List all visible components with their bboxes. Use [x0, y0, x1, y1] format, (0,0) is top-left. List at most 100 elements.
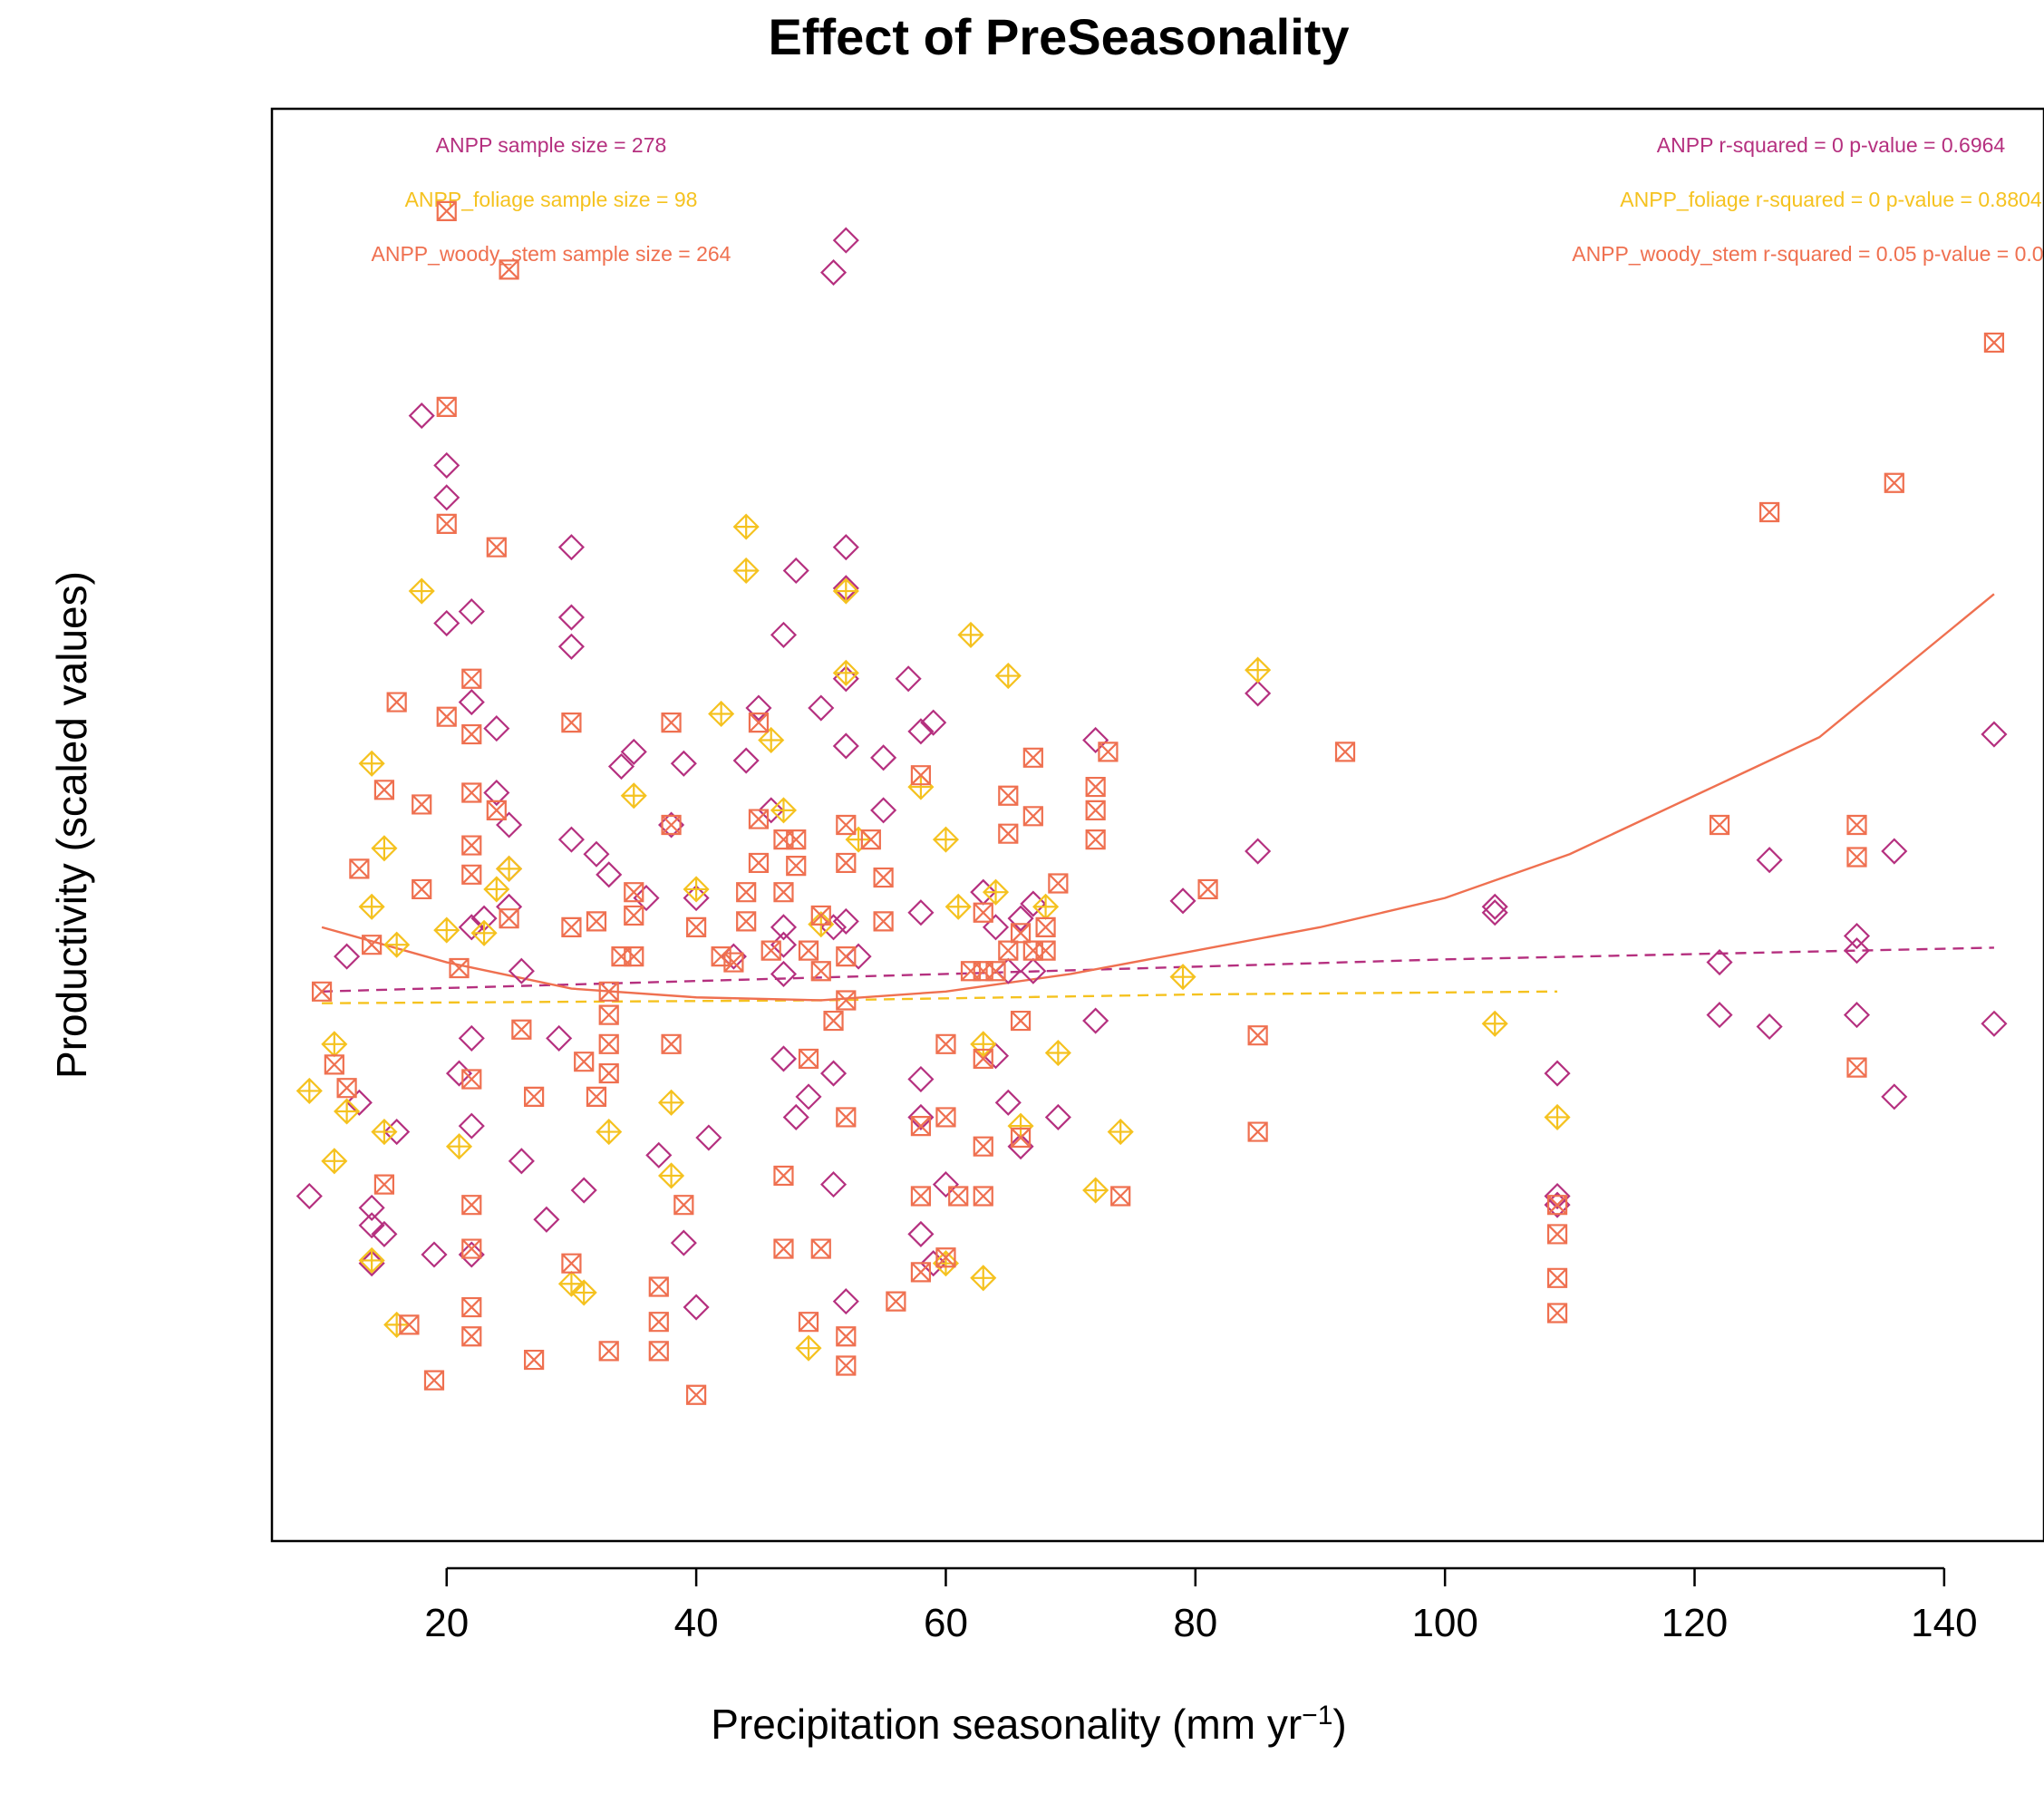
data-point [1846, 1057, 1867, 1078]
data-point [633, 885, 660, 912]
data-point [819, 1171, 848, 1198]
data-point [773, 1165, 794, 1187]
data-point [1706, 1002, 1733, 1029]
data-point [758, 797, 785, 824]
data-point [973, 1048, 993, 1070]
data-point [836, 1107, 857, 1128]
data-point [770, 960, 798, 988]
data-point [860, 829, 881, 850]
data-point [673, 1195, 694, 1216]
data-point [386, 692, 407, 713]
data-point [371, 835, 398, 862]
data-point [661, 1033, 682, 1054]
data-point [511, 1019, 532, 1040]
data-point [770, 931, 798, 958]
data-point [1048, 873, 1069, 894]
data-point [819, 914, 848, 941]
data-point [461, 864, 482, 885]
data-point [836, 1355, 857, 1376]
data-point [973, 902, 993, 923]
data-point [607, 752, 635, 780]
data-point [1035, 940, 1056, 961]
annotation-fit-stats: ANPP_woody_stem r-squared = 0.05 p-value… [1572, 242, 2044, 266]
data-point [598, 1341, 619, 1362]
data-point [658, 1089, 685, 1116]
data-point [810, 1238, 831, 1259]
data-point [508, 1148, 535, 1175]
data-point [1981, 1010, 2008, 1037]
data-point [1082, 1177, 1109, 1204]
data-point [362, 935, 383, 955]
data-point [661, 713, 682, 733]
data-point [624, 882, 644, 903]
x-tick-label: 120 [1661, 1601, 1728, 1645]
data-point [998, 785, 1019, 806]
data-point [832, 659, 859, 686]
data-point [1756, 847, 1783, 874]
data-point [819, 259, 848, 286]
data-point [1085, 829, 1106, 850]
data-point [658, 811, 685, 839]
data-point [819, 1060, 848, 1087]
data-point [648, 1341, 669, 1362]
data-point [574, 1052, 595, 1072]
data-point [461, 723, 482, 745]
data-point [1544, 1103, 1571, 1131]
data-point [383, 931, 411, 958]
data-point [648, 1276, 669, 1297]
data-point [760, 940, 781, 961]
x-axis-label-main: Precipitation seasonality (mm yr [711, 1701, 1302, 1748]
data-point [1022, 747, 1043, 768]
data-point [732, 513, 760, 540]
fit-line-anpp-woody-stem [321, 593, 1995, 1002]
x-axis: 20 40 60 80 100 120 140 [424, 1566, 1978, 1645]
data-point [458, 1024, 485, 1052]
data-point [773, 1238, 794, 1259]
data-point [1843, 922, 1871, 950]
data-point [973, 1136, 993, 1157]
data-point [1846, 847, 1867, 868]
data-point [832, 665, 859, 693]
data-point [321, 1148, 348, 1175]
data-point [421, 1241, 448, 1268]
data-point [345, 1089, 373, 1116]
data-point [349, 858, 370, 879]
data-point [798, 940, 819, 961]
data-point [1245, 680, 1272, 707]
x-axis-label-superscript: −1 [1302, 1701, 1332, 1731]
data-point [371, 1220, 398, 1247]
data-point [436, 200, 457, 221]
annotation-fit-stats: ANPP r-squared = 0 p-value = 0.6964 [1657, 133, 2006, 157]
x-tick-label: 140 [1911, 1601, 1977, 1645]
data-point [358, 1246, 385, 1275]
data-point [1544, 1182, 1571, 1210]
data-point [836, 990, 857, 1011]
data-point [598, 1004, 619, 1025]
data-point [458, 1112, 485, 1139]
data-point [1759, 501, 1780, 523]
data-point [461, 1326, 482, 1347]
data-point [870, 797, 897, 824]
data-point [1020, 957, 1047, 984]
data-point [1843, 937, 1871, 965]
data-point [907, 1103, 935, 1131]
data-point [461, 1069, 482, 1090]
data-point [782, 1103, 809, 1131]
data-point [557, 1270, 585, 1297]
data-point [770, 1045, 798, 1072]
fit-lines [321, 593, 1995, 1004]
annotation-sample-size: ANPP sample size = 278 [436, 133, 667, 157]
data-point [1169, 964, 1196, 991]
data-point [470, 919, 498, 946]
data-point [461, 1296, 482, 1318]
data-point [458, 598, 485, 625]
data-point [461, 1195, 482, 1216]
data-point [373, 1174, 395, 1195]
data-point [907, 1220, 935, 1247]
data-point [383, 1119, 411, 1146]
data-point [1245, 838, 1272, 865]
data-point [920, 1250, 947, 1277]
data-point [935, 1107, 956, 1128]
data-point [483, 715, 510, 742]
data-point [433, 916, 460, 944]
